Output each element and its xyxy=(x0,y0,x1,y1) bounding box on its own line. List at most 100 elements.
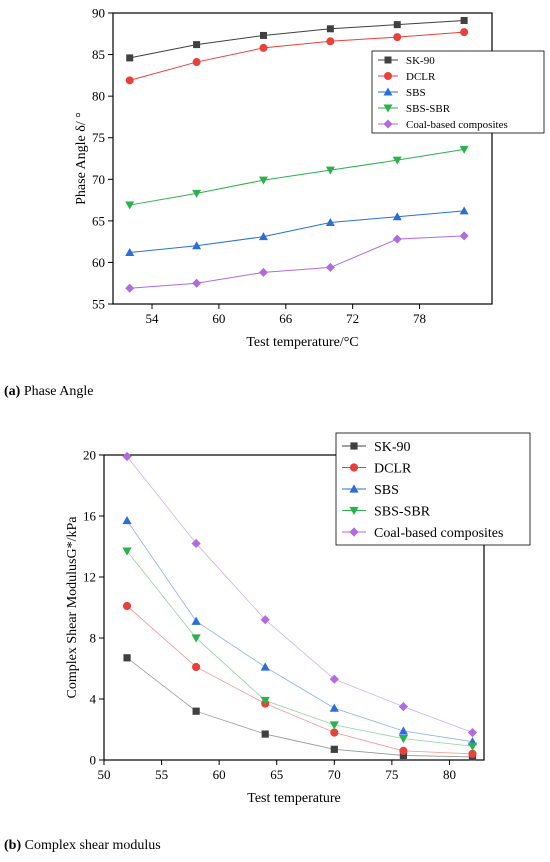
x-axis-label: Test temperature xyxy=(247,791,340,806)
data-point xyxy=(122,451,132,462)
data-point xyxy=(398,702,408,712)
data-point xyxy=(468,749,477,759)
data-point xyxy=(193,41,201,49)
caption-b-text: Complex shear modulus xyxy=(21,838,161,853)
data-point xyxy=(467,727,478,738)
data-point xyxy=(467,742,478,751)
data-point xyxy=(258,232,268,241)
data-point xyxy=(325,262,335,272)
legend-label: SBS-SBR xyxy=(406,103,451,115)
x-tick-label: 80 xyxy=(443,767,456,782)
legend-marker xyxy=(384,72,392,80)
x-tick-label: 75 xyxy=(385,767,398,782)
data-point xyxy=(192,662,201,672)
data-point xyxy=(260,696,270,706)
data-point xyxy=(261,730,269,738)
data-point xyxy=(258,267,268,277)
legend-item: Coal-based composites xyxy=(378,119,508,131)
x-tick-label: 66 xyxy=(279,311,293,326)
data-point xyxy=(392,156,402,165)
legend-marker xyxy=(349,463,359,472)
data-point xyxy=(191,634,201,643)
series-line xyxy=(126,456,473,733)
legend-box xyxy=(371,50,545,134)
data-point xyxy=(260,662,270,671)
legend-item: SBS xyxy=(378,87,426,99)
series-line xyxy=(129,148,465,206)
y-tick-label: 0 xyxy=(90,753,97,768)
y-tick-label: 90 xyxy=(92,6,105,21)
data-point xyxy=(325,218,335,227)
legend-item: SK-90 xyxy=(342,440,411,455)
data-point xyxy=(192,58,201,67)
series-line xyxy=(126,520,473,743)
plot-frame xyxy=(103,454,485,761)
legend-item: SBS-SBR xyxy=(378,103,451,115)
series-line xyxy=(126,550,473,747)
legend-label: SBS xyxy=(406,87,426,99)
data-point xyxy=(393,21,401,29)
x-tick-label: 70 xyxy=(328,767,341,782)
data-point xyxy=(398,735,408,744)
data-point xyxy=(392,234,402,244)
y-tick-label: 8 xyxy=(90,631,97,646)
caption-a-tag: (a) xyxy=(4,384,21,399)
data-point xyxy=(123,654,131,662)
y-tick-label: 85 xyxy=(92,47,105,62)
x-tick-label: 60 xyxy=(213,767,226,782)
data-point xyxy=(329,721,339,730)
legend-label: SBS xyxy=(374,483,399,498)
data-point xyxy=(398,726,408,735)
data-point xyxy=(191,616,201,625)
series-sbs xyxy=(122,515,478,746)
data-point xyxy=(399,746,408,755)
legend-label: SK-90 xyxy=(406,55,435,67)
x-tick-label: 65 xyxy=(270,767,283,782)
legend-marker xyxy=(349,484,359,493)
data-point xyxy=(330,745,338,753)
y-tick-label: 65 xyxy=(92,213,105,228)
series-line xyxy=(129,19,465,59)
y-tick-label: 55 xyxy=(92,297,105,312)
caption-b: (b) Complex shear modulus xyxy=(4,838,161,854)
legend-marker xyxy=(349,506,359,516)
caption-a: (a) Phase Angle xyxy=(4,384,93,400)
y-tick-label: 70 xyxy=(92,172,105,187)
series-sk-90 xyxy=(123,654,477,761)
plot-frame xyxy=(112,12,493,305)
x-tick-label: 78 xyxy=(413,311,426,326)
data-point xyxy=(122,601,132,611)
data-point xyxy=(192,707,200,715)
data-point xyxy=(329,674,339,684)
series-dclr xyxy=(125,28,469,85)
y-tick-label: 80 xyxy=(92,89,105,104)
data-point xyxy=(460,16,468,24)
legend-label: SBS-SBR xyxy=(374,505,431,520)
data-point xyxy=(192,278,202,288)
legend-marker xyxy=(383,104,393,113)
series-sbs-sbr xyxy=(122,547,478,751)
series-sbs xyxy=(125,206,469,256)
series-line xyxy=(126,605,473,755)
series-line xyxy=(129,210,465,253)
series-line xyxy=(126,657,473,758)
legend-marker xyxy=(383,87,393,96)
legend-marker xyxy=(383,119,393,129)
data-point xyxy=(459,231,469,241)
data-point xyxy=(258,176,268,185)
data-point xyxy=(326,37,335,46)
series-dclr xyxy=(122,601,477,759)
series-coal-based-composites xyxy=(125,231,469,293)
data-point xyxy=(125,283,135,293)
legend-marker xyxy=(384,56,392,64)
data-point xyxy=(125,201,135,210)
x-tick-label: 55 xyxy=(155,767,168,782)
legend-marker xyxy=(350,442,358,450)
data-point xyxy=(126,54,134,62)
legend: SK-90 DCLR SBS SBS-SBR Coal-based composites xyxy=(335,432,531,546)
chart-complex-shear-modulus: 50 55 60 65 70 75 80 0 4 8 12 16 20 Test temperature C… xyxy=(65,432,531,806)
data-point xyxy=(260,615,270,625)
series-line xyxy=(129,235,465,289)
legend-item: SK-90 xyxy=(378,55,435,67)
